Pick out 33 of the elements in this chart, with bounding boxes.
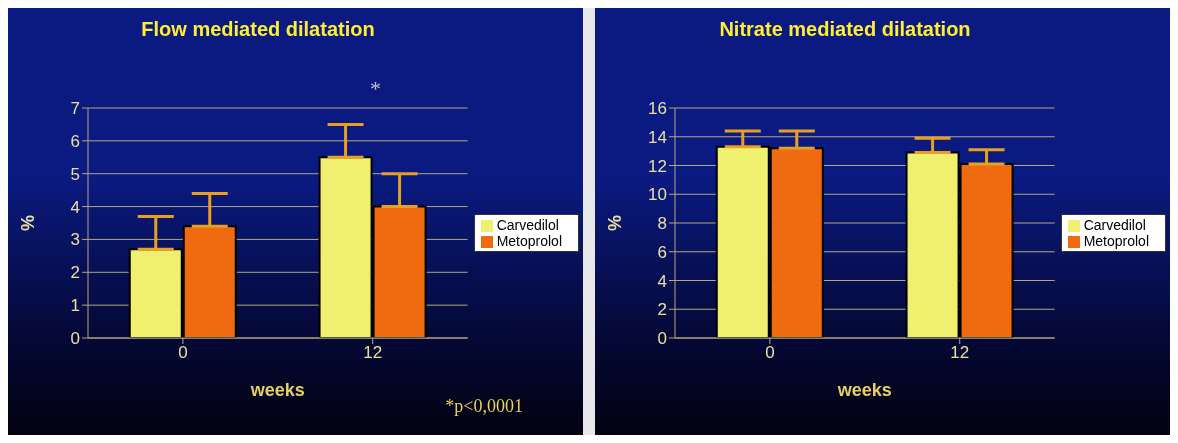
x-tick-label: 0 [765,343,775,363]
chart-title: Nitrate mediated dilatation [718,18,972,41]
y-tick-label: 2 [657,300,667,320]
y-tick-label: 6 [657,242,667,262]
y-tick-label: 4 [657,271,667,291]
legend-label: Carvedilol [1083,217,1146,233]
y-tick-label: 2 [70,263,80,283]
y-tick-label: 10 [648,185,667,205]
y-tick-label: 14 [648,127,667,147]
y-tick-label: 8 [657,214,667,234]
y-axis-title: % [605,214,626,232]
legend-label: Metoprolol [1083,233,1149,249]
y-tick-label: 0 [657,329,667,349]
text: * [370,76,381,102]
x-tick-label: 12 [363,343,383,363]
y-tick-label: 3 [70,230,80,250]
x-tick-label: 0 [178,343,188,363]
text: *p<0,0001 [445,396,523,417]
y-axis-title: % [18,214,39,232]
x-tick-label: 12 [950,343,970,363]
legend-label: Carvedilol [496,217,559,233]
y-tick-label: 7 [70,99,80,119]
y-tick-label: 4 [70,197,80,217]
x-axis-title: weeks [836,380,892,400]
y-tick-label: 6 [70,131,80,151]
y-tick-label: 5 [70,164,80,184]
x-axis-title: weeks [249,380,305,400]
legend-label: Metoprolol [496,233,562,249]
y-tick-label: 1 [70,296,80,316]
y-tick-label: 0 [70,329,80,349]
y-tick-label: 16 [648,99,667,119]
y-tick-label: 12 [648,156,667,176]
chart-title: Flow mediated dilatation [140,18,376,41]
